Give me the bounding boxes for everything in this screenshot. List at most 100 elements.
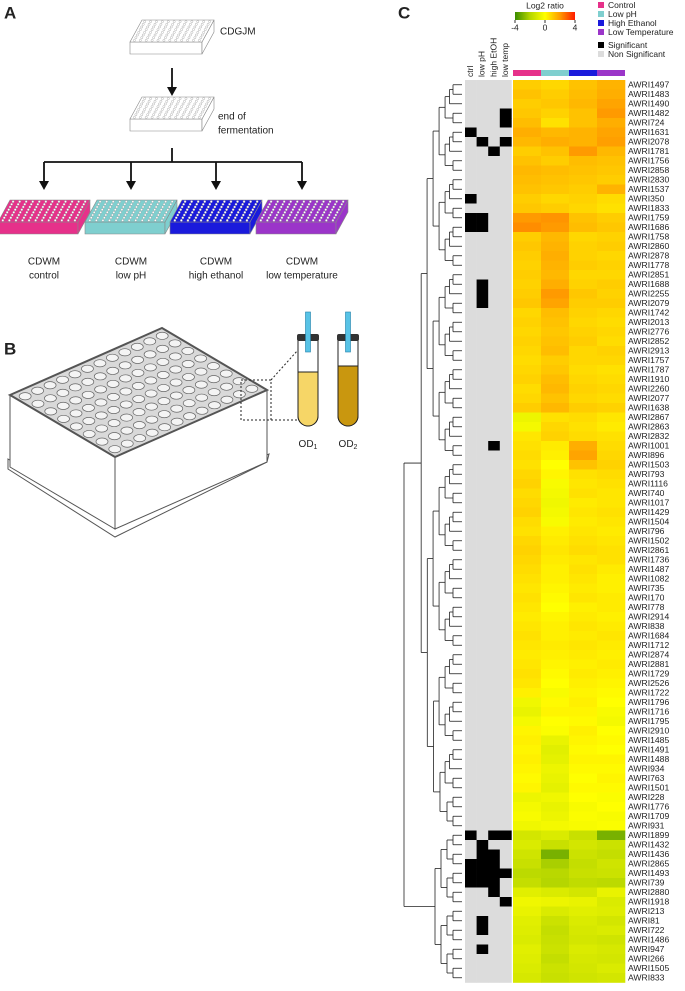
well [199, 208, 202, 211]
significance-cell [465, 925, 477, 936]
heatmap-cell [569, 640, 598, 651]
significance-cell [488, 99, 501, 109]
significance-cell [476, 944, 489, 955]
well [140, 25, 144, 29]
heatmap-cell [513, 99, 542, 109]
well [42, 216, 45, 220]
well [158, 36, 161, 40]
heatmap-cell [597, 659, 626, 670]
significance-cell [476, 878, 489, 888]
heatmap-cell [513, 308, 542, 318]
heatmap-cell [513, 422, 542, 432]
heatmap-cell [541, 716, 570, 727]
heatmap-cell [569, 289, 598, 299]
significance-cell [465, 118, 477, 128]
significance-cell [476, 184, 489, 195]
significance-cell [476, 365, 489, 375]
significance-cell [476, 412, 489, 423]
well [140, 102, 144, 106]
significance-cell [476, 222, 489, 233]
well [290, 211, 293, 214]
heatmap-cell [541, 878, 570, 888]
well [95, 219, 98, 222]
well [192, 116, 195, 119]
well [106, 366, 120, 375]
heatmap-cell [541, 308, 570, 318]
well [159, 22, 163, 26]
well [139, 39, 142, 42]
heatmap-cell [541, 355, 570, 366]
well [104, 213, 108, 217]
heatmap-cell [513, 137, 542, 147]
well [229, 200, 233, 203]
significance-cell [488, 697, 501, 708]
significance-cell [499, 555, 512, 565]
significance-cell [476, 232, 489, 242]
plate-side [129, 41, 203, 55]
well [243, 211, 247, 214]
well [19, 211, 22, 214]
significance-cell [488, 840, 501, 850]
heatmap-cell [569, 716, 598, 727]
heatmap-cell [569, 612, 598, 622]
well [190, 20, 194, 23]
well [93, 359, 107, 368]
well [180, 39, 183, 42]
significance-cell [465, 298, 477, 309]
significance-cell [476, 194, 489, 204]
well [200, 99, 204, 103]
well [187, 113, 191, 117]
heatmap-cell [597, 374, 626, 385]
well [220, 382, 233, 391]
well [159, 99, 163, 103]
well [175, 36, 179, 40]
well [31, 386, 44, 395]
significance-cell [488, 270, 501, 280]
well [314, 202, 317, 206]
well [164, 25, 167, 29]
well [193, 36, 197, 40]
heatmap-cell [541, 735, 570, 746]
well [159, 208, 163, 211]
well [150, 213, 154, 217]
well [227, 216, 231, 220]
well [155, 108, 158, 111]
condition-name: low temperature [266, 271, 338, 282]
significance-cell [465, 270, 477, 280]
significance-cell [488, 621, 501, 632]
significance-cell [499, 289, 512, 299]
heatmap-cell [513, 954, 542, 964]
well [187, 36, 191, 40]
well [184, 108, 188, 111]
well [133, 208, 137, 211]
well [242, 213, 245, 217]
significance-cell [476, 108, 489, 119]
significance-cell [465, 194, 477, 204]
significance-cell [476, 735, 489, 746]
heatmap-cell [597, 346, 626, 356]
significance-cell [465, 156, 477, 166]
well [155, 31, 158, 34]
heatmap-cell [569, 203, 598, 214]
well [192, 28, 195, 31]
well [311, 219, 315, 222]
heatmap-cell [569, 99, 598, 109]
well [209, 213, 212, 217]
significance-cell [465, 621, 477, 632]
significance-cell [488, 431, 501, 442]
heatmap-cell [541, 99, 570, 109]
significance-cell [488, 688, 501, 698]
guide [270, 349, 299, 381]
well [164, 200, 167, 203]
heatmap-cell [597, 203, 626, 214]
well [240, 216, 244, 220]
significance-cell [499, 317, 512, 328]
heatmap-cell [569, 336, 598, 347]
well [82, 403, 95, 412]
well [112, 211, 116, 214]
well [144, 200, 148, 203]
well [186, 28, 189, 31]
significance-cell [465, 469, 477, 480]
heatmap-cell [597, 935, 626, 945]
heatmap-cell [513, 251, 542, 261]
